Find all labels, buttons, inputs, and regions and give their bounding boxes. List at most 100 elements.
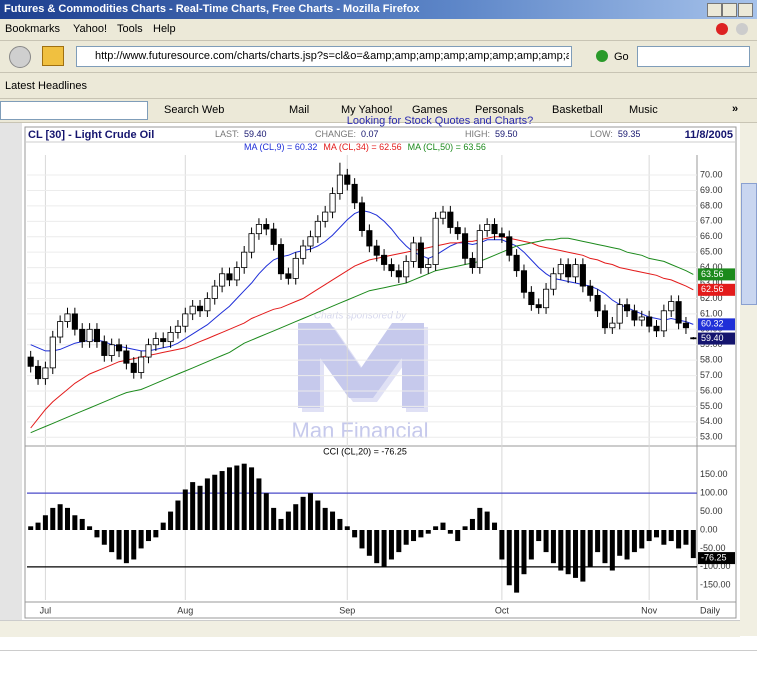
x-tick-label: Nov bbox=[641, 605, 658, 615]
window-title: Futures & Commodities Charts - Real-Time… bbox=[4, 3, 420, 15]
candle-body bbox=[624, 304, 631, 312]
go-button[interactable]: Go bbox=[614, 51, 629, 63]
search-field[interactable] bbox=[637, 46, 750, 67]
bar bbox=[550, 530, 556, 564]
candle-body bbox=[381, 254, 388, 265]
bar bbox=[234, 465, 240, 530]
bar bbox=[484, 511, 490, 530]
candle-body bbox=[167, 331, 174, 343]
y-tick-label: 53.00 bbox=[700, 432, 723, 442]
candle-body bbox=[329, 193, 336, 213]
candle-body bbox=[34, 365, 42, 380]
candle-body bbox=[565, 264, 572, 278]
value-tag bbox=[698, 552, 735, 565]
y-tick-label: 56.00 bbox=[700, 385, 723, 395]
candle-body bbox=[535, 304, 542, 309]
bar bbox=[528, 530, 534, 560]
bookmark-item[interactable]: Latest Headlines bbox=[5, 80, 87, 92]
stop-button[interactable] bbox=[9, 46, 31, 68]
bar bbox=[168, 511, 174, 530]
bar bbox=[433, 526, 439, 530]
bar bbox=[300, 496, 306, 530]
y-tick-label: 63.00 bbox=[700, 277, 723, 287]
bar bbox=[271, 507, 277, 530]
candle-body bbox=[189, 305, 196, 315]
url-field[interactable]: http://www.futuresource.com/charts/chart… bbox=[76, 46, 572, 67]
candle-body bbox=[601, 310, 609, 329]
bar bbox=[617, 530, 623, 556]
candle-body bbox=[101, 341, 108, 356]
bar bbox=[337, 518, 343, 530]
bar bbox=[330, 511, 336, 530]
bar bbox=[263, 493, 269, 530]
value-tag bbox=[698, 318, 735, 331]
candle-body bbox=[668, 301, 675, 312]
menu-item[interactable]: Tools bbox=[117, 23, 143, 35]
toolbar-item[interactable]: Mail bbox=[289, 104, 310, 116]
candle-body bbox=[484, 224, 491, 231]
x-tick-label: Jul bbox=[40, 605, 52, 615]
bar bbox=[639, 530, 645, 549]
toolbar-item[interactable]: Personals bbox=[475, 104, 524, 116]
candle-body bbox=[57, 321, 64, 338]
candle-body bbox=[513, 254, 520, 272]
bar bbox=[403, 530, 409, 545]
candle-body bbox=[675, 301, 682, 324]
x-tick-label: Sep bbox=[339, 605, 355, 615]
maximize-button[interactable] bbox=[722, 3, 737, 17]
chart-frame bbox=[24, 126, 737, 619]
minimize-button[interactable] bbox=[707, 3, 722, 17]
stat: CHANGE: 0.07 bbox=[315, 129, 379, 139]
toolbar-chevron[interactable]: » bbox=[732, 103, 739, 115]
candle-body bbox=[410, 242, 417, 262]
candle-body bbox=[277, 244, 285, 275]
bar bbox=[352, 530, 358, 538]
close-button[interactable] bbox=[738, 3, 753, 17]
candle-body bbox=[403, 261, 410, 278]
menu-item[interactable]: Yahoo! bbox=[73, 23, 108, 35]
bar bbox=[57, 504, 63, 530]
scroll-thumb[interactable] bbox=[741, 183, 757, 305]
candle-body bbox=[219, 273, 226, 287]
candle-body bbox=[108, 344, 115, 356]
bar bbox=[175, 500, 181, 530]
toolbar-item[interactable]: Basketball bbox=[552, 104, 603, 116]
search-input[interactable] bbox=[0, 101, 148, 120]
bar bbox=[477, 507, 483, 530]
y-tick-label: 68.00 bbox=[700, 200, 723, 210]
menu-item[interactable]: Help bbox=[153, 23, 176, 35]
page-banner[interactable]: Looking for Stock Quotes and Charts? bbox=[347, 115, 534, 127]
bar bbox=[204, 478, 210, 530]
bar bbox=[573, 530, 579, 578]
menu-item[interactable]: Bookmarks bbox=[5, 23, 61, 35]
y-tick-label: 58.00 bbox=[700, 355, 723, 365]
bar bbox=[256, 478, 262, 530]
vertical-scrollbar[interactable] bbox=[740, 123, 757, 636]
toolbar-item[interactable]: Search Web bbox=[164, 104, 225, 116]
value-tag-label: 62.56 bbox=[701, 284, 724, 294]
candle-body bbox=[307, 236, 314, 247]
toolbar-item[interactable]: My Yahoo! bbox=[341, 104, 393, 116]
toolbar-item[interactable]: Games bbox=[412, 104, 448, 116]
x-tick-label: Oct bbox=[495, 605, 510, 615]
bar bbox=[109, 530, 115, 553]
candle-body bbox=[557, 264, 564, 275]
candle-body bbox=[653, 325, 660, 332]
candle-body bbox=[491, 224, 498, 235]
stat: HIGH: 59.50 bbox=[465, 129, 518, 139]
candle-body bbox=[42, 367, 49, 380]
horizontal-scrollbar[interactable] bbox=[0, 620, 740, 637]
candle-body bbox=[300, 245, 307, 259]
candle-body bbox=[638, 316, 645, 321]
candle-body bbox=[506, 236, 513, 256]
candle-body bbox=[152, 338, 159, 346]
pane-title: CCI (CL,20) = -76.25 bbox=[323, 446, 407, 456]
bar bbox=[182, 489, 188, 530]
bar bbox=[609, 530, 615, 571]
bar bbox=[690, 530, 696, 559]
go-icon[interactable] bbox=[596, 50, 608, 62]
bar bbox=[462, 526, 468, 530]
toolbar-item[interactable]: Music bbox=[629, 104, 658, 116]
candle-body bbox=[454, 227, 461, 235]
home-button[interactable] bbox=[42, 46, 64, 66]
